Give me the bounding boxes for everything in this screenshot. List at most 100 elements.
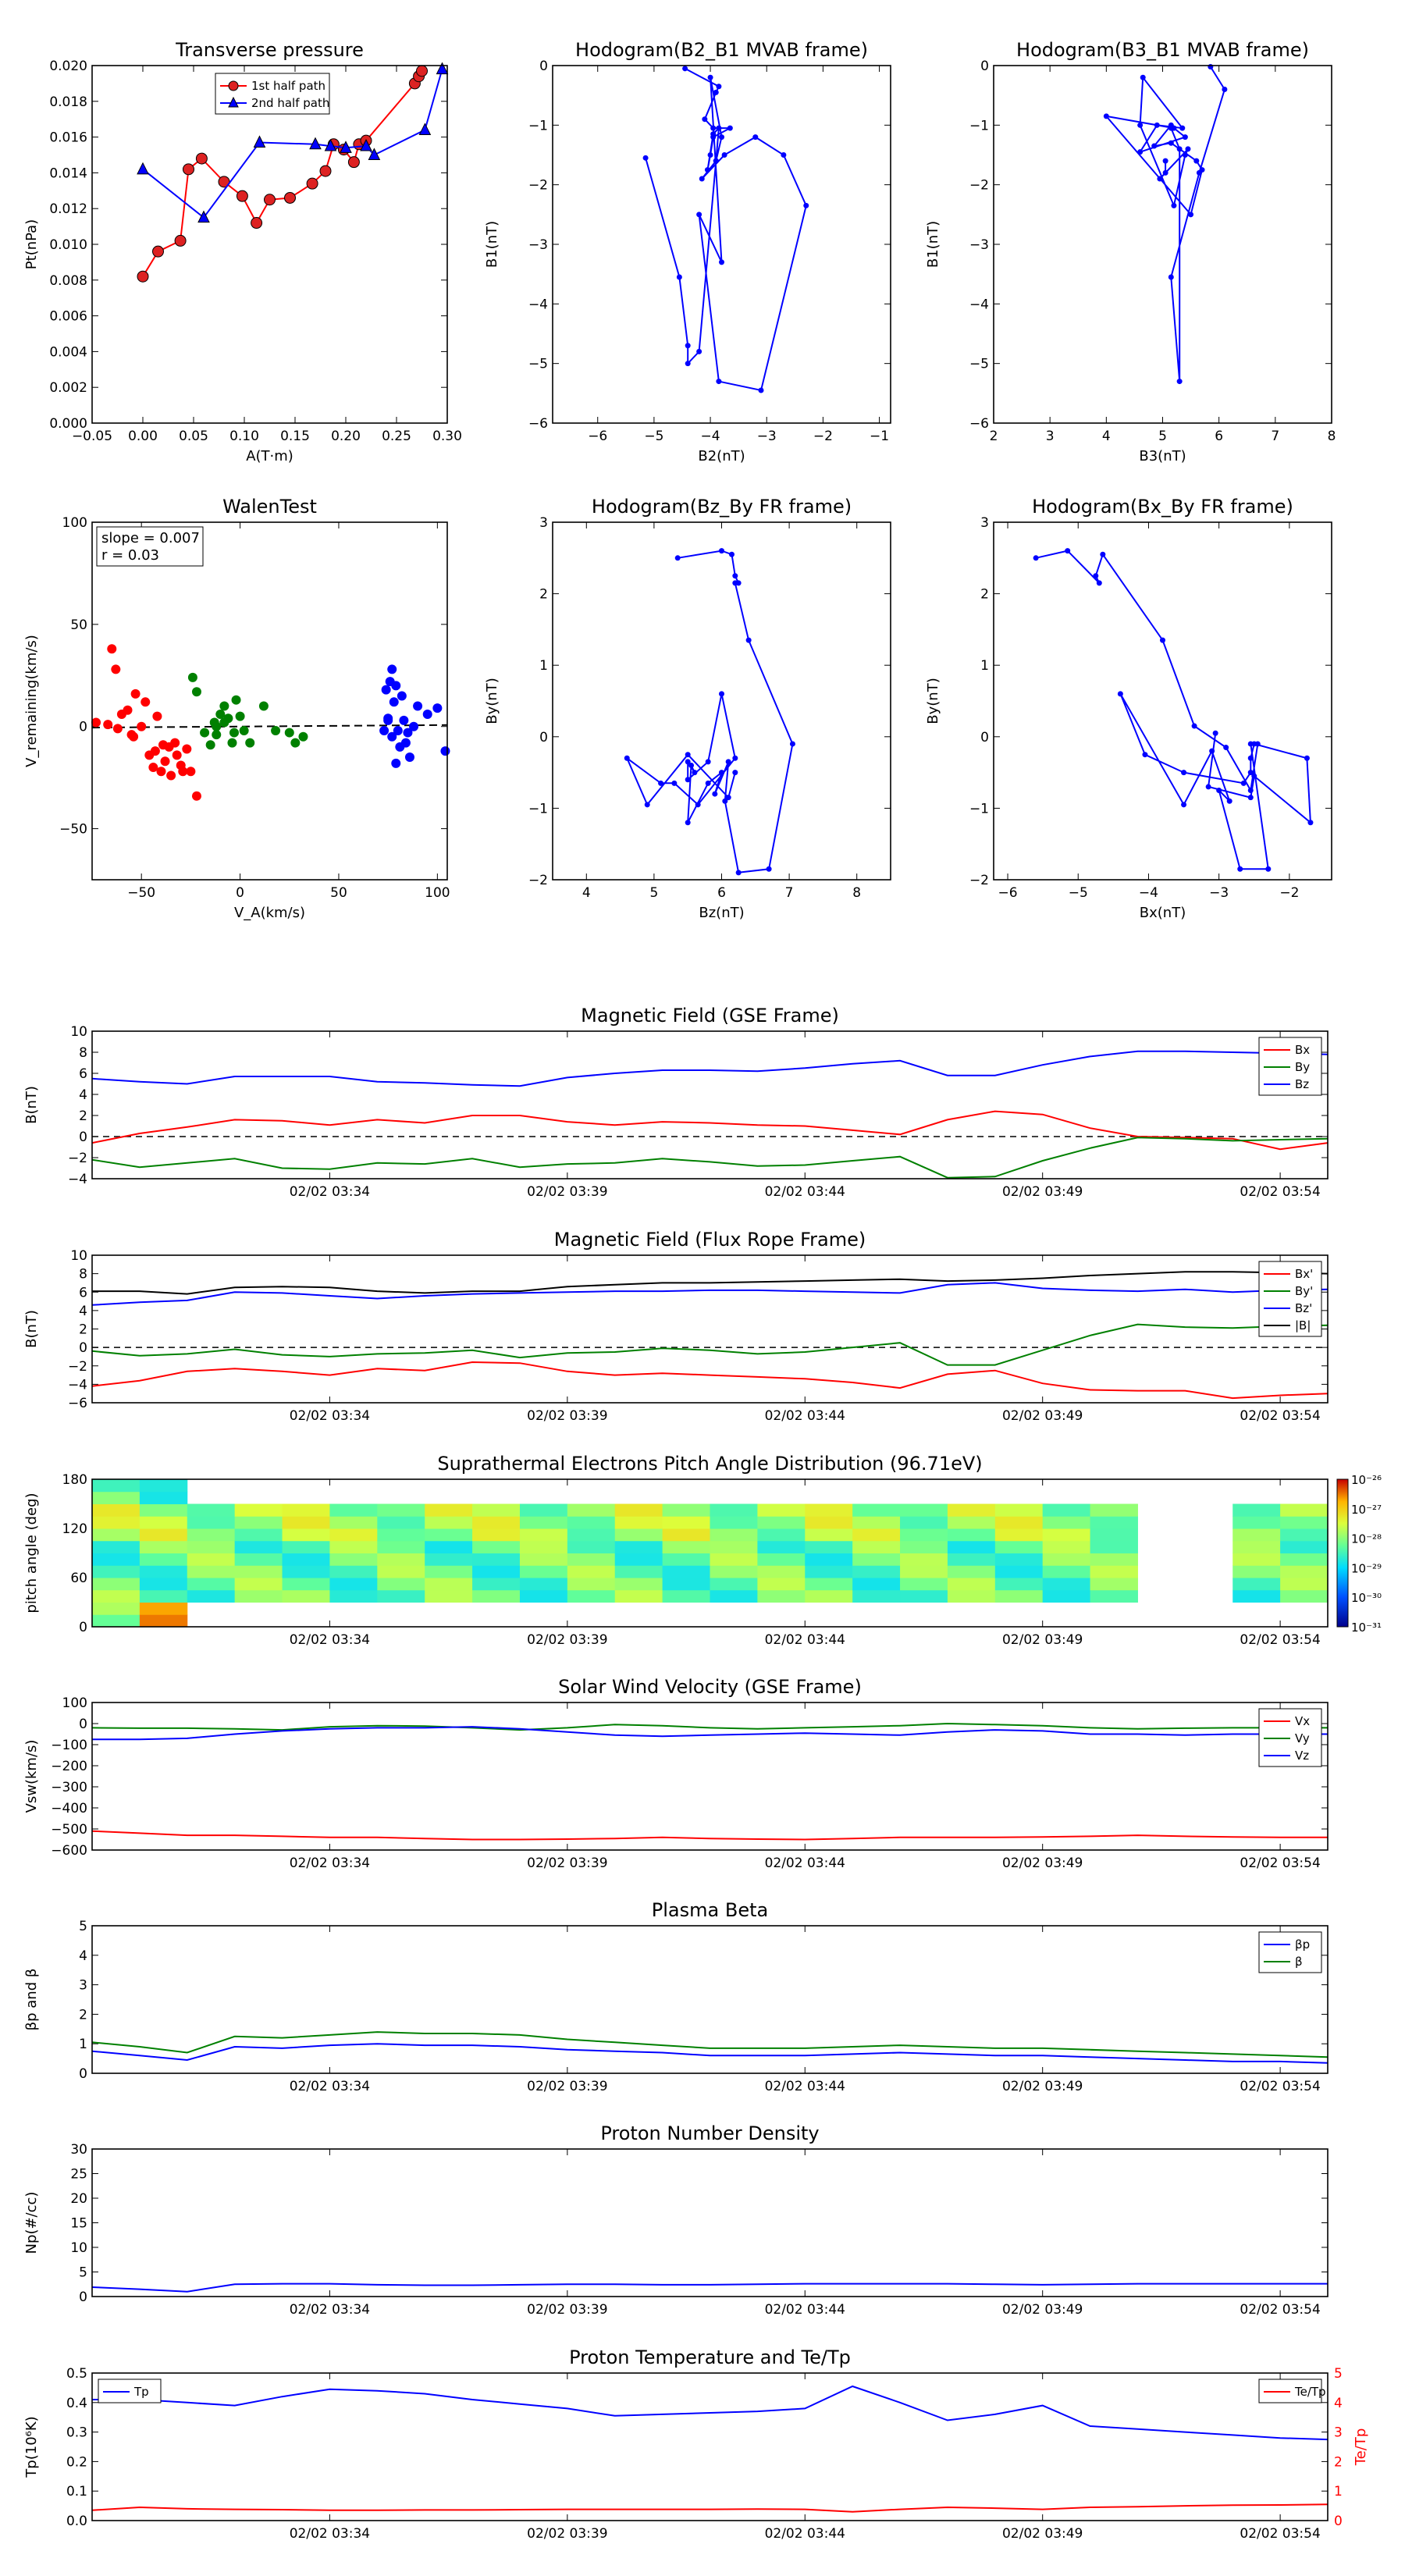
h2-point xyxy=(1168,140,1174,146)
walen-point xyxy=(160,756,170,767)
walen-point xyxy=(397,691,407,701)
tp-point xyxy=(347,156,360,169)
pad-cell xyxy=(947,1589,996,1603)
h4-point xyxy=(1265,866,1272,872)
pad-cell xyxy=(852,1578,901,1591)
pad-cell xyxy=(662,1578,710,1591)
pad-cell xyxy=(425,1589,473,1603)
mag_gse-frame xyxy=(91,1030,1329,1179)
pad-cell xyxy=(187,1516,236,1529)
h3-xtick-label: 6 xyxy=(717,885,726,901)
walen-point xyxy=(166,770,176,781)
mag_fr-series-1 xyxy=(91,1323,1329,1366)
h4-point xyxy=(1093,573,1099,579)
beta-ylabel: βp and β xyxy=(23,1969,40,2031)
h4-xtick-label: −5 xyxy=(1069,885,1088,901)
tp-xtick-label: 0.20 xyxy=(331,429,361,444)
pad-cell xyxy=(805,1553,853,1566)
pad-cell xyxy=(139,1503,188,1517)
mag_gse-legend-label: By xyxy=(1295,1060,1310,1074)
h2-xtick-label: 8 xyxy=(1328,429,1336,444)
h1-ytick-label: −2 xyxy=(528,178,548,194)
h1-point xyxy=(696,212,702,218)
pad-cell xyxy=(614,1516,663,1529)
vsw-ytick-label: −300 xyxy=(51,1780,87,1795)
walen-point xyxy=(200,728,210,738)
pad-cell xyxy=(710,1565,758,1578)
h2-point xyxy=(1222,87,1228,93)
mag_gse-ytick-label: 2 xyxy=(79,1108,87,1124)
pad-cell xyxy=(187,1503,236,1517)
pad-cell xyxy=(567,1516,616,1529)
h4-frame xyxy=(993,521,1332,881)
tp-point xyxy=(264,194,276,206)
vsw-series-1 xyxy=(91,1722,1328,1731)
pad-cell xyxy=(994,1528,1044,1542)
h1-point xyxy=(696,348,702,354)
beta-ytick-label: 0 xyxy=(79,2066,87,2082)
mag_gse-series-0 xyxy=(91,1110,1329,1151)
walen-point xyxy=(130,688,140,699)
pad-cell xyxy=(139,1602,188,1615)
pad-cell xyxy=(472,1528,521,1542)
vsw-series-2 xyxy=(92,1726,1328,1741)
walen-point xyxy=(432,703,443,713)
mag_fr-ytick-label: 2 xyxy=(79,1322,87,1338)
pad-cell xyxy=(614,1528,663,1542)
np-xtick-label: 02/02 03:44 xyxy=(765,2302,845,2318)
tp-xtick-label: 0.00 xyxy=(128,429,158,444)
walen-point xyxy=(191,791,201,801)
pad-cell xyxy=(1090,1516,1138,1529)
mag_gse-xtick-label: 02/02 03:54 xyxy=(1240,1184,1320,1200)
tp-ytick-label: 0.016 xyxy=(49,130,87,146)
mag_fr-series-3 xyxy=(92,1271,1329,1295)
pad-cell xyxy=(614,1540,663,1553)
h3-point xyxy=(719,691,724,697)
tp-point xyxy=(284,191,296,204)
pad-cell xyxy=(425,1528,473,1542)
pad-cell xyxy=(472,1540,521,1553)
walen-xtick-label: 0 xyxy=(236,885,244,901)
pad-cell xyxy=(900,1540,948,1553)
pad-cell xyxy=(1042,1503,1091,1517)
pad-cell xyxy=(519,1589,568,1603)
walen-point xyxy=(400,738,411,748)
h3-ytick-label: 2 xyxy=(539,587,548,603)
h3-point xyxy=(732,573,738,579)
pad-cell xyxy=(92,1614,140,1628)
tp-point xyxy=(137,162,149,175)
h3-point xyxy=(735,870,742,876)
pad-cell xyxy=(1280,1553,1329,1566)
temp-ytick-label: 0.0 xyxy=(66,2514,87,2529)
pad-cell xyxy=(1280,1565,1329,1578)
h3-point xyxy=(789,741,795,747)
tp-xtick-label: 0.05 xyxy=(179,429,208,444)
pad-cell xyxy=(519,1528,568,1542)
temp-xtick-label: 02/02 03:49 xyxy=(1002,2526,1083,2542)
h2-ytick-label: −6 xyxy=(969,416,989,432)
h4-point xyxy=(1237,866,1243,872)
h4-ytick-label: 1 xyxy=(980,658,989,674)
tp-point xyxy=(360,138,372,151)
h4-point xyxy=(1223,745,1229,751)
h1-xtick-label: −1 xyxy=(870,429,889,444)
h3-point xyxy=(624,755,630,761)
pad-cell xyxy=(377,1578,425,1591)
pad-ytick-label: 0 xyxy=(79,1620,87,1635)
pad-cell xyxy=(519,1553,568,1566)
walen-point xyxy=(212,721,222,731)
tp-ytick-label: 0.020 xyxy=(49,59,87,74)
pad-cell xyxy=(282,1578,330,1591)
h1-point xyxy=(707,152,713,158)
pad-cell xyxy=(92,1553,140,1566)
mag_gse-ytick-label: 0 xyxy=(79,1130,87,1145)
tp-point xyxy=(253,135,266,148)
h3-xtick-label: 5 xyxy=(649,885,658,901)
pad-cell xyxy=(282,1565,330,1578)
h2-ytick-label: 0 xyxy=(980,59,989,74)
h1-point xyxy=(685,343,691,349)
mag_fr-ytick-label: 0 xyxy=(79,1340,87,1356)
temp-panel: Proton Temperature and Te/Tp 02/02 03:34 0… xyxy=(23,2347,1369,2542)
pad-cell xyxy=(852,1565,901,1578)
pad-xtick-label: 02/02 03:39 xyxy=(527,1632,607,1648)
